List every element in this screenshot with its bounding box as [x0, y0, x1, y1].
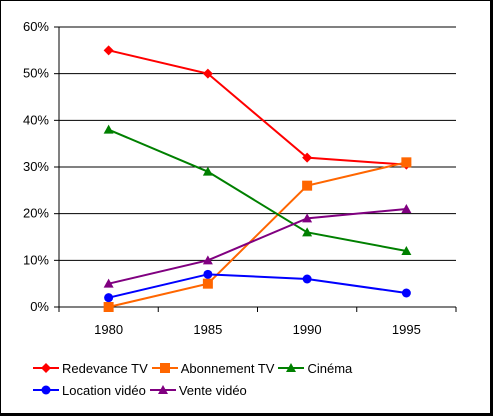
- marker-circle: [401, 288, 411, 298]
- marker-triangle: [286, 363, 297, 372]
- marker-square: [103, 302, 114, 312]
- series-line: [108, 273, 407, 299]
- marker-triangle: [302, 213, 313, 223]
- x-tick-label: 1990: [293, 322, 322, 337]
- y-tick-label: 20%: [23, 206, 49, 221]
- line-chart: 0% 10% 20% 30% 40% 50% 60% 1980 1985 1990 1995: [23, 19, 457, 337]
- legend-label: Vente vidéo: [178, 382, 247, 398]
- marker-diamond: [103, 45, 114, 56]
- legend-swatch: [278, 363, 305, 372]
- marker-triangle: [401, 246, 412, 255]
- marker-triangle: [202, 255, 213, 265]
- series-line: [108, 49, 407, 166]
- marker-triangle: [103, 124, 114, 134]
- marker-circle: [104, 293, 114, 303]
- marker-square: [302, 180, 313, 191]
- y-tick-label: 30%: [23, 159, 49, 174]
- legend-swatch: [33, 363, 59, 373]
- marker-triangle: [202, 166, 213, 176]
- series-0: [103, 45, 412, 170]
- legend: Redevance TV Abonnement TV Cinéma Location…: [33, 357, 473, 401]
- marker-square: [401, 157, 412, 168]
- legend-item: Cinéma: [278, 361, 352, 376]
- legend-swatch: [151, 363, 178, 373]
- legend-label: Abonnement TV: [180, 360, 275, 376]
- legend-label: Redevance TV: [62, 360, 148, 376]
- legend-row: Location vidéo Vente vidéo: [33, 379, 473, 401]
- marker-circle: [302, 274, 312, 284]
- legend-item: Abonnement TV: [151, 360, 275, 376]
- x-tick-label: 1995: [392, 322, 421, 337]
- y-tick-label: 50%: [23, 66, 49, 81]
- series-4: [103, 204, 412, 288]
- legend-label: Cinéma: [307, 360, 353, 376]
- legend-item: Vente vidéo: [149, 382, 247, 398]
- legend-item: Location vidéo: [33, 383, 146, 398]
- marker-circle: [203, 269, 213, 279]
- y-tick-label: 10%: [23, 252, 49, 267]
- series-line: [108, 208, 407, 285]
- y-tick-label: 60%: [23, 19, 49, 34]
- legend-swatch: [149, 385, 176, 394]
- series-line: [108, 161, 407, 308]
- series-1: [103, 157, 412, 312]
- series-line: [108, 128, 407, 252]
- marker-triangle: [103, 278, 114, 288]
- x-tick-label: 1980: [94, 322, 123, 337]
- marker-triangle: [401, 204, 412, 213]
- marker-triangle: [302, 227, 313, 237]
- marker-triangle: [157, 385, 168, 394]
- y-tick-label: 0%: [30, 299, 49, 314]
- legend-label: Location vidéo: [62, 382, 146, 398]
- series-2: [103, 124, 412, 255]
- legend-swatch: [33, 385, 59, 395]
- marker-square: [159, 363, 170, 373]
- series-3: [104, 269, 411, 303]
- marker-circle: [41, 385, 51, 395]
- marker-diamond: [302, 152, 313, 163]
- legend-item: Redevance TV: [33, 361, 148, 376]
- marker-square: [202, 278, 213, 289]
- marker-diamond: [41, 363, 51, 373]
- marker-diamond: [202, 68, 213, 79]
- y-tick-label: 40%: [23, 112, 49, 127]
- x-tick-label: 1985: [193, 322, 222, 337]
- legend-row: Redevance TV Abonnement TV Cinéma: [33, 357, 473, 379]
